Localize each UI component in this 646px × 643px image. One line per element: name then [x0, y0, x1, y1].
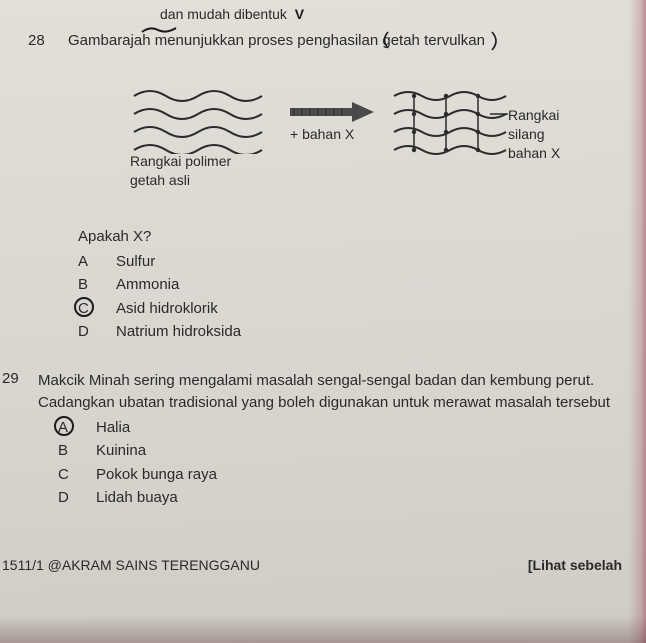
option-letter: B: [58, 439, 96, 462]
diagram-left-label: Rangkai polimer getah asli: [130, 152, 231, 190]
q28-options: A Sulfur B Ammonia C Asid hidroklorik D …: [78, 250, 241, 343]
q29-options: A Halia B Kuinina C Pokok bunga raya D L…: [58, 416, 217, 509]
option-letter: D: [78, 320, 116, 343]
diagram-right-label: Rangkai silang bahan X: [508, 106, 580, 163]
option-letter: C: [78, 297, 116, 320]
option-text: Natrium hidroksida: [116, 320, 241, 343]
q28-option-b: B Ammonia: [78, 273, 241, 296]
diagram-right-label-l2: bahan X: [508, 144, 580, 163]
diagram-right-label-l1: Rangkai silang: [508, 106, 580, 144]
option-letter: B: [78, 273, 116, 296]
exam-page: dan mudah dibentuk V 28 Gambarajah menun…: [0, 0, 646, 643]
q28-subprompt: Apakah X?: [78, 228, 151, 245]
q29-prompt: Makcik Minah sering mengalami masalah se…: [38, 370, 638, 414]
answer-circle-icon: [74, 297, 94, 317]
q29-prompt-l1: Makcik Minah sering mengalami masalah se…: [38, 370, 638, 392]
q29-option-a: A Halia: [58, 416, 217, 439]
option-text: Ammonia: [116, 273, 179, 296]
footer-turnover: [Lihat sebelah: [528, 557, 622, 573]
option-text: Lidah buaya: [96, 486, 178, 509]
q28-option-a: A Sulfur: [78, 250, 241, 273]
polymer-waves-right-icon: [390, 84, 510, 156]
q29-prompt-l2: Cadangkan ubatan tradisional yang boleh …: [38, 392, 638, 414]
q29-number: 29: [2, 370, 19, 387]
footer-code: 1511/1 @AKRAM SAINS TERENGGANU: [2, 557, 260, 573]
arrow-right-icon: [288, 100, 378, 124]
option-letter: A: [58, 416, 96, 439]
q28-option-d: D Natrium hidroksida: [78, 320, 241, 343]
photo-edge-right: [628, 0, 646, 643]
check-icon: V: [295, 6, 304, 22]
open-paren-mark-icon: [378, 30, 392, 50]
q29-option-d: D Lidah buaya: [58, 486, 217, 509]
option-text: Sulfur: [116, 250, 155, 273]
option-letter: C: [58, 463, 96, 486]
photo-edge-bottom: [0, 615, 646, 643]
diagram-left-label-l2: getah asli: [130, 171, 231, 190]
q28-diagram: + bahan X Rangkai polimer getah asli Ran…: [130, 80, 580, 200]
q29-option-c: C Pokok bunga raya: [58, 463, 217, 486]
q29-option-b: B Kuinina: [58, 439, 217, 462]
option-text: Pokok bunga raya: [96, 463, 217, 486]
option-text: Halia: [96, 416, 130, 439]
q28-number: 28: [28, 32, 45, 49]
option-letter: A: [78, 250, 116, 273]
option-text: Kuinina: [96, 439, 146, 462]
q28-option-c: C Asid hidroklorik: [78, 297, 241, 320]
fragment-text: dan mudah dibentuk: [160, 6, 287, 22]
q28-prompt-text: Gambarajah menunjukkan proses penghasila…: [68, 32, 485, 49]
diagram-left-label-l1: Rangkai polimer: [130, 152, 231, 171]
option-text: Asid hidroklorik: [116, 297, 218, 320]
q28-prompt: Gambarajah menunjukkan proses penghasila…: [68, 32, 628, 49]
polymer-waves-left-icon: [130, 84, 270, 154]
answer-circle-icon: [54, 416, 74, 436]
plus-bahan-label: + bahan X: [290, 126, 354, 142]
option-letter: D: [58, 486, 96, 509]
top-line-fragment: dan mudah dibentuk V: [160, 6, 304, 22]
close-paren-mark-icon: [488, 30, 504, 52]
